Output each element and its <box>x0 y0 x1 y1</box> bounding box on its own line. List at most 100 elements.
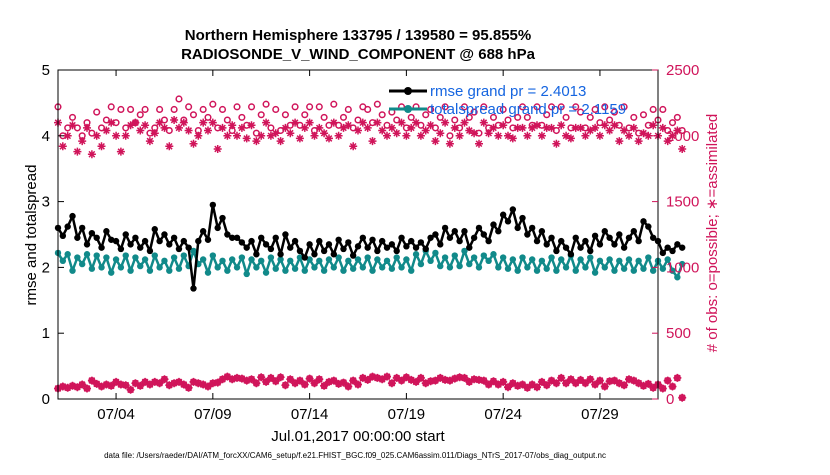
rmse-point <box>170 234 178 241</box>
obs-assimilated-point <box>460 118 469 127</box>
obs-assimilated-point <box>131 379 140 388</box>
obs-assimilated-point <box>233 373 241 382</box>
obs-assimilated-point <box>475 375 483 384</box>
obs-assimilated-point <box>121 131 130 140</box>
obs-assimilated-point <box>349 142 358 151</box>
rmse-point <box>485 237 492 245</box>
obs-assimilated-point <box>494 380 503 389</box>
obs-assimilated-point <box>266 131 275 140</box>
obs-possible-point <box>247 103 256 111</box>
rmse-point <box>495 228 502 235</box>
spread-point <box>204 269 212 276</box>
obs-assimilated-point <box>184 126 193 135</box>
y-right-tick-label: 2000 <box>666 128 699 145</box>
obs-possible-point <box>673 113 681 121</box>
spread-point <box>354 256 362 263</box>
spread-point <box>291 265 299 272</box>
obs-assimilated-point <box>576 123 585 132</box>
obs-assimilated-point <box>484 380 493 389</box>
spread-point <box>78 260 86 268</box>
obs-assimilated-point <box>605 377 614 386</box>
obs-possible-point <box>218 105 227 114</box>
spread-point <box>88 265 96 272</box>
spread-point <box>678 260 686 268</box>
spread-point <box>287 257 294 265</box>
rmse-point <box>238 239 246 246</box>
obs-possible-point <box>446 132 454 140</box>
obs-assimilated-point <box>78 137 87 146</box>
rmse-point <box>601 228 608 235</box>
spread-point <box>320 267 328 274</box>
obs-assimilated-point <box>179 118 188 127</box>
rmse-point <box>451 228 458 235</box>
spread-point <box>233 264 241 271</box>
spread-point <box>393 254 400 261</box>
obs-possible-point <box>577 108 585 116</box>
obs-assimilated-point <box>416 373 425 382</box>
rmse-point <box>383 244 391 251</box>
spread-point <box>645 254 652 261</box>
spread-point <box>412 251 420 258</box>
obs-assimilated-point <box>295 376 304 385</box>
obs-possible-point <box>189 111 198 119</box>
obs-assimilated-point <box>281 123 290 132</box>
obs-possible-point <box>630 113 638 121</box>
obs-assimilated-point <box>504 383 512 392</box>
rmse-point <box>645 223 652 230</box>
obs-assimilated-point <box>566 134 575 143</box>
obs-assimilated-point <box>141 121 150 130</box>
rmse-point <box>635 237 642 245</box>
chart-title: Northern Hemisphere 133795 / 139580 = 95… <box>185 27 531 44</box>
y-left-tick-label: 2 <box>42 259 50 276</box>
obs-possible-point <box>470 108 478 116</box>
obs-assimilated-point <box>421 126 430 135</box>
obs-assimilated-point <box>508 379 517 388</box>
spread-point <box>156 264 163 271</box>
obs-possible-point <box>465 113 473 121</box>
spread-point <box>132 254 139 261</box>
obs-possible-point <box>639 111 648 119</box>
obs-possible-point <box>170 105 178 114</box>
rmse-point <box>533 237 541 245</box>
legend-rmse-label: rmse grand pr = 2.4013 <box>430 83 586 100</box>
rmse-point <box>417 239 425 246</box>
obs-possible-point <box>364 105 372 114</box>
obs-assimilated-point <box>63 383 72 392</box>
obs-assimilated-point <box>266 373 275 382</box>
rmse-point <box>291 237 299 245</box>
spread-point <box>649 267 657 274</box>
rmse-point <box>437 241 444 248</box>
obs-assimilated-point <box>271 129 280 138</box>
obs-assimilated-point <box>136 126 145 135</box>
spread-point <box>243 270 250 278</box>
obs-possible-point <box>480 103 488 111</box>
rmse-point <box>277 251 284 258</box>
obs-assimilated-point <box>213 378 222 387</box>
rmse-point <box>78 224 86 232</box>
obs-assimilated-point <box>276 373 285 382</box>
obs-assimilated-point <box>542 381 551 390</box>
obs-assimilated-point <box>436 373 445 382</box>
obs-assimilated-point <box>644 379 653 388</box>
obs-assimilated-point <box>402 131 411 140</box>
x-tick-label: 07/24 <box>484 406 522 423</box>
chart-subtitle: RADIOSONDE_V_WIND_COMPONENT @ 688 hPa <box>181 46 536 63</box>
spread-point <box>277 256 284 263</box>
obs-assimilated-point <box>300 380 309 389</box>
obs-assimilated-point <box>576 375 585 384</box>
obs-assimilated-point <box>116 380 125 389</box>
obs-assimilated-point <box>387 379 396 388</box>
obs-possible-point <box>204 113 212 121</box>
obs-possible-point <box>620 103 628 111</box>
obs-assimilated-point <box>649 383 658 392</box>
spread-point <box>296 254 304 261</box>
obs-assimilated-point <box>83 384 91 393</box>
obs-possible-point <box>586 113 594 121</box>
rmse-point <box>528 224 536 232</box>
spread-point <box>359 264 367 271</box>
obs-assimilated-point <box>373 118 382 127</box>
y-left-tick-label: 4 <box>42 128 50 145</box>
obs-assimilated-point <box>620 126 629 135</box>
obs-assimilated-point <box>179 380 188 389</box>
obs-assimilated-point <box>407 123 416 132</box>
